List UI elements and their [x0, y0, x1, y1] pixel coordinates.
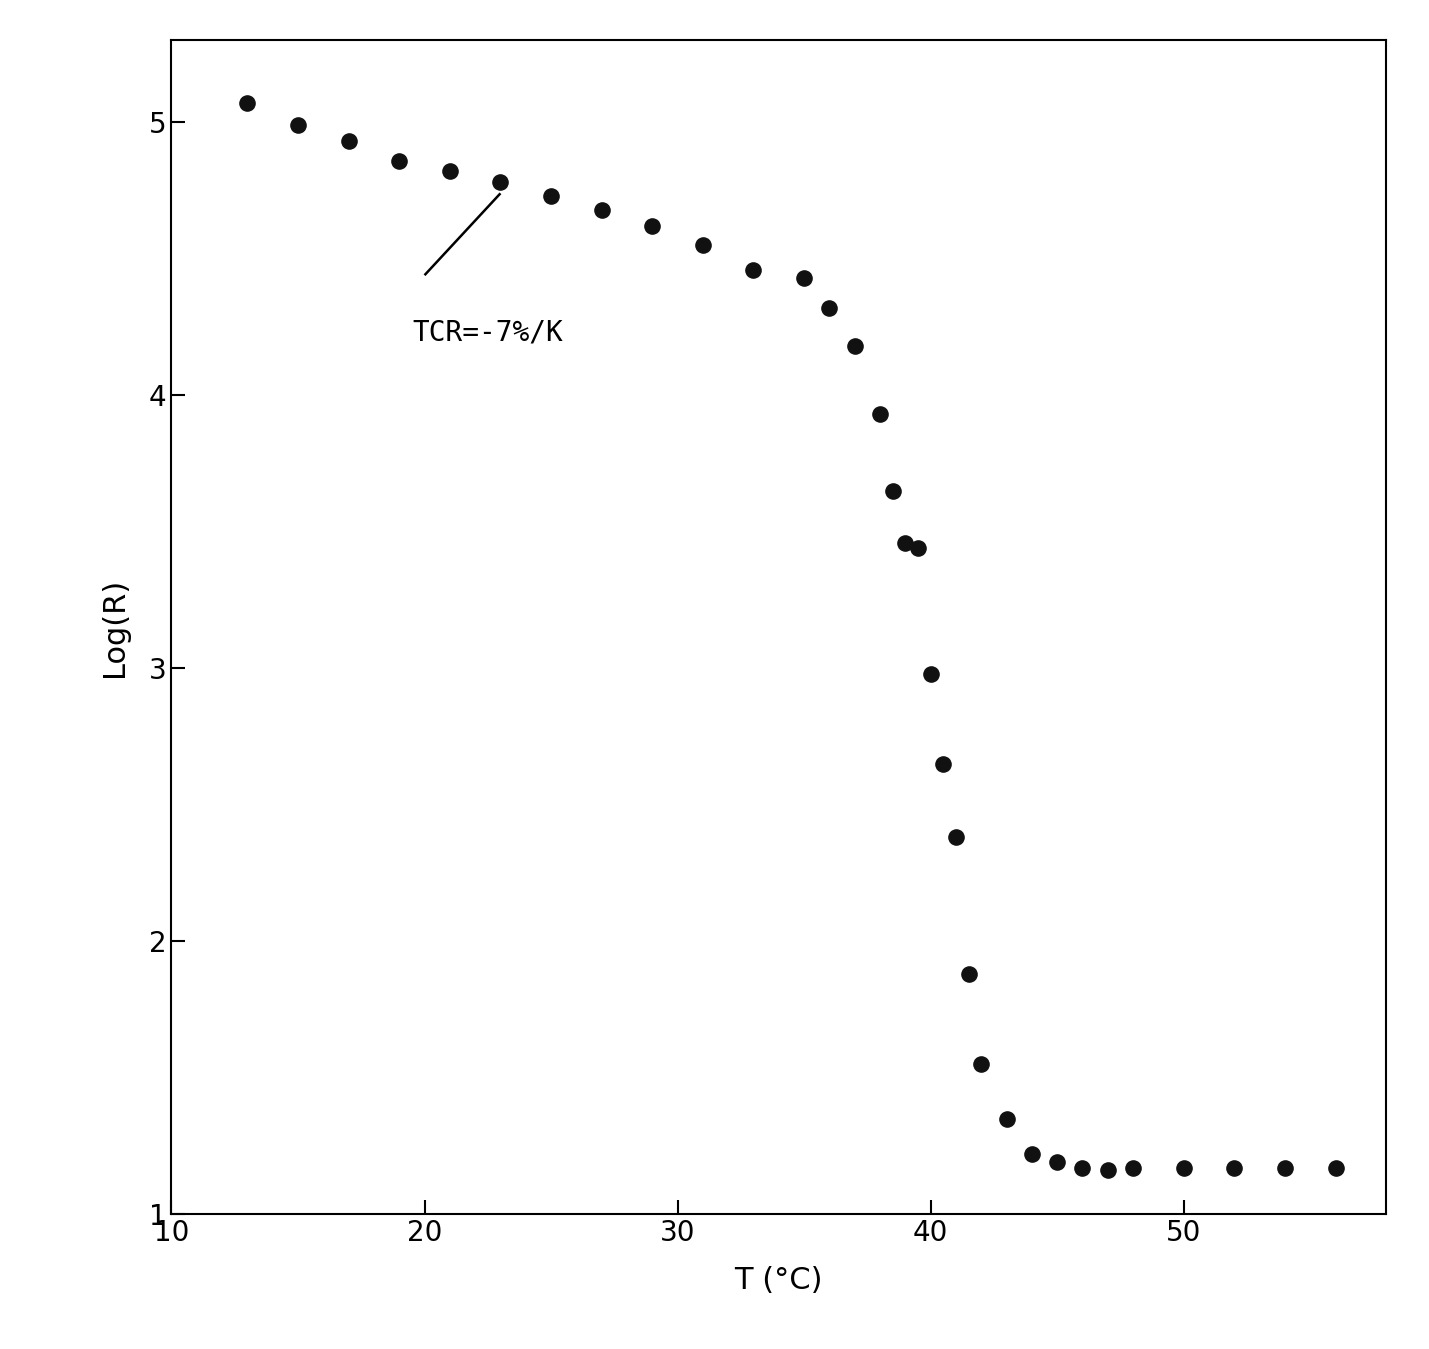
Point: [843, 336, 866, 357]
Point: [337, 131, 360, 152]
Point: [793, 267, 816, 289]
Point: [236, 93, 259, 115]
Point: [1020, 1143, 1043, 1164]
Point: [882, 480, 905, 502]
Point: [957, 963, 980, 985]
Point: [945, 827, 967, 849]
Point: [1172, 1157, 1195, 1179]
Point: [817, 297, 840, 318]
Point: [932, 753, 955, 774]
Point: [869, 403, 892, 425]
Point: [640, 216, 663, 237]
Point: [387, 150, 410, 171]
Point: [970, 1054, 993, 1075]
Point: [995, 1108, 1017, 1129]
Point: [1122, 1157, 1145, 1179]
Point: [590, 198, 613, 220]
Point: [540, 185, 563, 206]
Point: [1273, 1157, 1296, 1179]
Point: [1223, 1157, 1246, 1179]
Point: [906, 537, 929, 558]
Point: [1046, 1152, 1069, 1174]
Point: [742, 259, 765, 281]
Point: [439, 161, 462, 182]
Point: [692, 235, 714, 256]
Point: [489, 171, 512, 193]
Point: [1096, 1160, 1119, 1182]
Point: [287, 115, 310, 136]
Point: [1072, 1157, 1095, 1179]
Point: [919, 662, 942, 684]
Text: TCR=-7%/K: TCR=-7%/K: [412, 318, 563, 347]
X-axis label: T (°C): T (°C): [735, 1267, 823, 1295]
Point: [1325, 1157, 1348, 1179]
Point: [895, 532, 917, 553]
Y-axis label: Log(R): Log(R): [100, 577, 130, 677]
